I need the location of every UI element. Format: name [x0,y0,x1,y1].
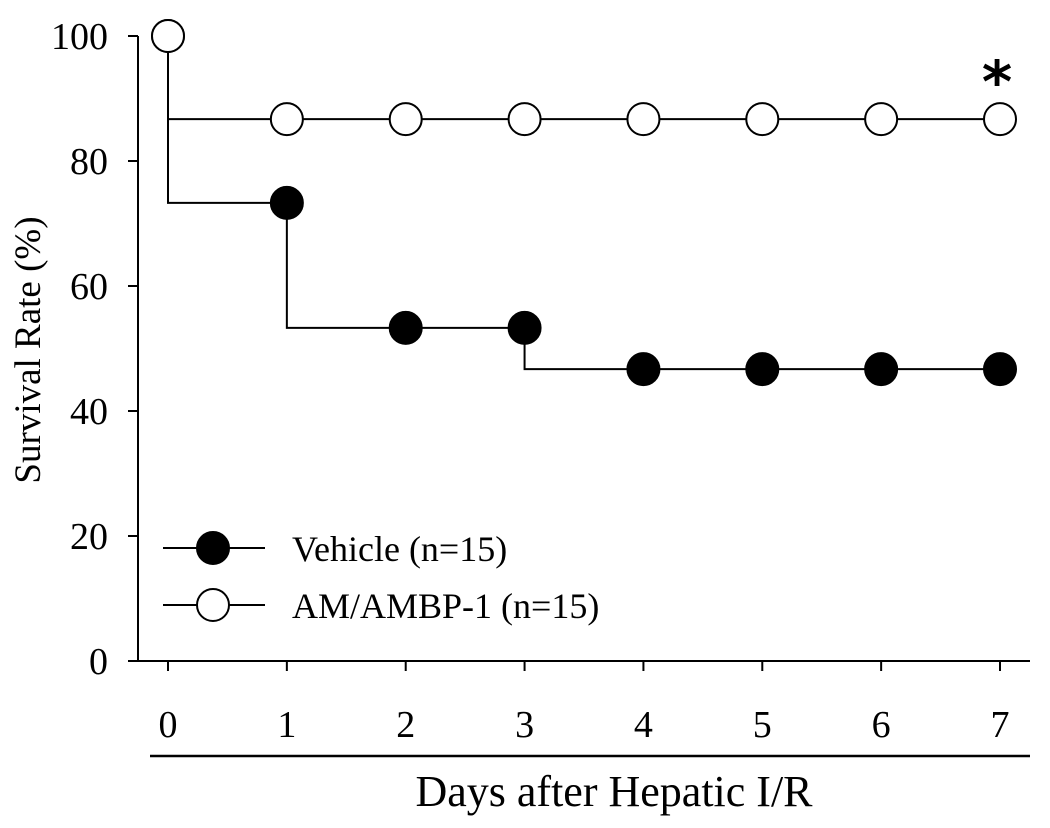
x-tick-label: 6 [872,704,891,746]
legend-am-label: AM/AMBP-1 (n=15) [292,586,599,626]
legend-am-marker-icon [196,588,230,622]
y-tick-label: 60 [70,266,108,308]
x-tick-label: 4 [634,704,653,746]
x-tick-label: 0 [159,704,178,746]
y-tick-label: 0 [89,641,108,683]
legend-vehicle-label: Vehicle (n=15) [292,529,507,569]
x-tick-label: 3 [515,704,534,746]
am-ambp1-point-icon [151,19,185,53]
x-axis-title: Days after Hepatic I/R [415,767,813,816]
vehicle-point-icon [388,310,423,345]
vehicle-point-icon [507,310,542,345]
data-markers [151,19,1017,387]
am-ambp1-point-icon [626,102,661,137]
x-tick-label: 7 [991,704,1010,746]
x-tick-label: 1 [277,704,296,746]
vehicle-point-icon [864,352,899,387]
y-tick-label: 80 [70,141,108,183]
vehicle-point-icon [983,352,1017,387]
am-ambp1-point-icon [388,102,423,137]
am-ambp1-point-icon [745,102,780,137]
x-tick-label: 2 [396,704,415,746]
significance-asterisk: * [982,48,1012,116]
y-tick-label: 40 [70,391,108,433]
vehicle-point-icon [626,352,661,387]
y-tick-label: 20 [70,516,108,558]
am-ambp1-point-icon [983,102,1017,137]
vehicle-point-icon [269,185,304,220]
vehicle-point-icon [745,352,780,387]
am-ambp1-point-icon [864,102,899,137]
x-tick-label: 5 [753,704,772,746]
axes: 0 20 40 60 80 100 0 1 2 3 4 5 6 7 [51,16,1030,746]
legend-vehicle-marker-icon [196,531,230,565]
legend: Vehicle (n=15) AM/AMBP-1 (n=15) [163,529,599,626]
y-axis-title: Survival Rate (%) [8,216,49,483]
am-ambp1-point-icon [269,102,304,137]
y-tick-label: 100 [51,16,108,58]
am-ambp1-point-icon [507,102,542,137]
